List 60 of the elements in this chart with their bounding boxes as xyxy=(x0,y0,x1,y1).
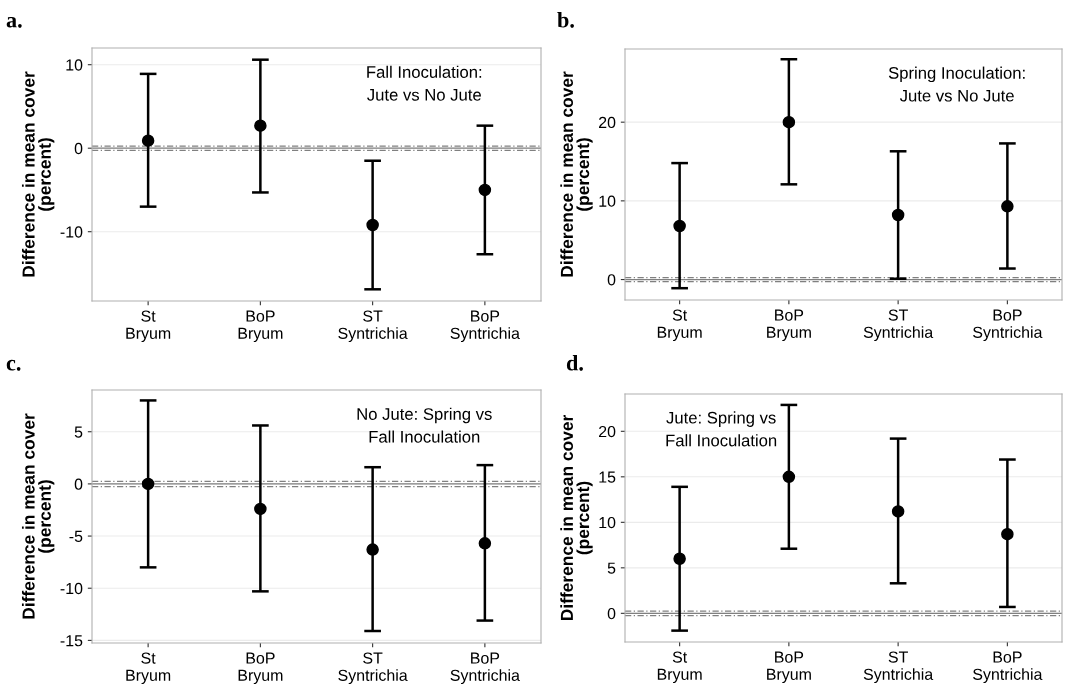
point xyxy=(782,470,796,484)
x-tick-label: BoP Syntrichia xyxy=(450,310,520,343)
annotation: Jute: Spring vs Fall Inoculation xyxy=(666,411,777,447)
x-tick-label: BoP Syntrichia xyxy=(450,652,520,685)
y-axis-title: Difference in mean cover (percent) xyxy=(21,71,55,277)
y-axis-title: Difference in mean cover (percent) xyxy=(560,71,593,277)
point xyxy=(673,552,686,565)
y-tick-label: -10 xyxy=(60,582,83,595)
x-tick-label: BoP Bryum xyxy=(767,309,811,342)
point xyxy=(673,219,686,233)
y-tick-label: 10 xyxy=(599,195,616,207)
point xyxy=(141,134,155,147)
x-tick-label: St Bryum xyxy=(126,652,171,685)
x-tick-label: St Bryum xyxy=(657,309,702,342)
annotation: Fall Inoculation: Jute vs No Jute xyxy=(367,65,482,101)
x-tick-label: BoP Bryum xyxy=(238,310,283,343)
point xyxy=(478,183,492,197)
y-tick-label: 10 xyxy=(599,516,616,529)
point xyxy=(782,115,796,129)
point xyxy=(366,218,379,232)
x-tick-label: BoP Syntrichia xyxy=(973,651,1043,684)
y-axis-title: Difference in mean cover (percent) xyxy=(560,415,593,621)
y-tick-label: -15 xyxy=(60,635,83,647)
y-tick-label: -5 xyxy=(69,530,83,543)
y-tick-label: 20 xyxy=(599,116,616,129)
point xyxy=(478,537,492,550)
chart-title: c. xyxy=(6,359,21,371)
x-tick-label: ST Syntrichia xyxy=(863,309,934,342)
annotation: No Jute: Spring vs Fall Inoculation xyxy=(357,407,492,443)
x-tick-label: ST Syntrichia xyxy=(338,310,408,343)
x-tick-label: ST Syntrichia xyxy=(863,651,934,684)
y-tick-label: 0 xyxy=(74,142,83,155)
y-tick-label: 0 xyxy=(74,478,83,490)
point xyxy=(366,543,379,556)
y-tick-label: 20 xyxy=(599,425,616,438)
chart-title: a. xyxy=(6,16,22,28)
y-tick-label: 0 xyxy=(607,274,616,286)
point xyxy=(891,208,905,222)
point xyxy=(141,477,155,491)
y-tick-label: -10 xyxy=(60,226,83,238)
x-tick-label: BoP Bryum xyxy=(767,651,811,684)
y-tick-label: 5 xyxy=(607,562,616,574)
x-tick-label: BoP Syntrichia xyxy=(973,309,1043,342)
x-tick-label: BoP Bryum xyxy=(238,652,283,685)
y-tick-label: 15 xyxy=(599,471,616,483)
chart-title: d. xyxy=(566,354,583,371)
y-tick-label: 0 xyxy=(607,607,616,620)
x-tick-label: ST Syntrichia xyxy=(338,652,408,685)
annotation: Spring Inoculation: Jute vs No Jute xyxy=(888,66,1025,102)
x-tick-label: St Bryum xyxy=(126,310,171,343)
chart-title: b. xyxy=(557,11,574,28)
point xyxy=(891,505,905,518)
x-tick-label: St Bryum xyxy=(657,651,702,684)
point xyxy=(254,502,267,516)
point xyxy=(1001,527,1014,541)
point xyxy=(1001,200,1014,213)
y-tick-label: 10 xyxy=(66,59,83,71)
y-tick-label: 5 xyxy=(74,426,83,438)
point xyxy=(254,119,267,132)
y-axis-title: Difference in mean cover (percent) xyxy=(21,413,55,619)
